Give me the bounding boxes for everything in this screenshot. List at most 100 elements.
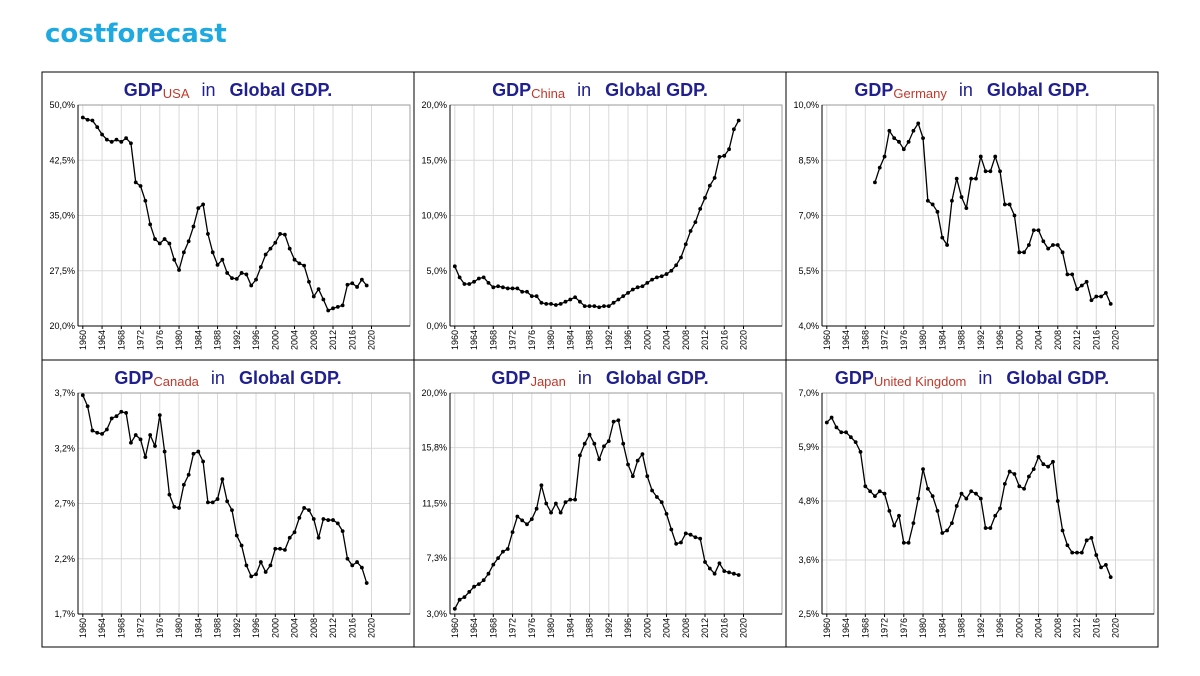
data-point <box>573 497 578 502</box>
data-point <box>558 302 563 306</box>
data-point <box>539 300 544 305</box>
data-point <box>302 506 307 510</box>
data-point <box>1051 459 1055 464</box>
x-tick-label: 2000 <box>642 618 652 638</box>
chart-panel: GDPGermany in Global GDP. 4,0% 5,5% 7,0% 8,5% 1… <box>793 80 1155 350</box>
data-point <box>181 250 186 255</box>
data-point <box>901 540 906 545</box>
data-point <box>988 169 993 174</box>
x-tick-label: 2004 <box>290 618 300 638</box>
data-point <box>1094 553 1099 557</box>
x-tick-label: 2008 <box>1053 330 1063 350</box>
data-point <box>481 275 486 280</box>
data-point <box>731 571 736 576</box>
x-tick-label: 2020 <box>367 618 377 638</box>
data-point <box>911 128 916 133</box>
x-tick-label: 1988 <box>585 330 595 350</box>
data-point <box>1046 464 1051 469</box>
data-point <box>630 287 635 292</box>
x-tick-label: 2008 <box>681 618 691 638</box>
data-point <box>616 297 621 302</box>
x-tick-label: 2012 <box>1072 330 1082 350</box>
data-point <box>167 241 172 246</box>
title-part: Global GDP. <box>987 80 1090 100</box>
data-point <box>345 282 350 287</box>
data-point <box>476 582 481 586</box>
data-point <box>727 570 731 575</box>
x-tick-label: 1976 <box>899 618 909 638</box>
data-point <box>335 521 340 526</box>
title-part: United Kingdom <box>874 374 967 389</box>
title-part: Canada <box>153 374 199 389</box>
data-point <box>930 494 935 499</box>
x-tick-label: 2008 <box>309 330 319 350</box>
data-point <box>993 154 998 159</box>
data-point <box>335 304 340 309</box>
data-point <box>940 531 945 535</box>
data-point <box>578 453 582 458</box>
data-point <box>839 430 844 435</box>
data-point <box>587 304 592 309</box>
data-point <box>148 222 153 227</box>
title-part: in <box>577 80 591 100</box>
data-point <box>925 198 930 203</box>
data-point <box>157 241 162 246</box>
data-point <box>1089 298 1094 303</box>
data-point <box>239 271 244 275</box>
data-point <box>921 136 925 141</box>
data-point <box>230 276 234 281</box>
data-point <box>978 154 983 159</box>
data-point <box>462 282 467 286</box>
data-point <box>1099 565 1103 570</box>
data-point <box>578 299 582 304</box>
data-point <box>611 419 616 424</box>
data-point <box>974 176 978 181</box>
x-tick-label: 1980 <box>918 618 928 638</box>
data-point <box>659 500 664 505</box>
data-point <box>282 232 287 237</box>
data-point <box>225 499 230 504</box>
data-point <box>215 497 220 501</box>
title-part: Global GDP. <box>605 80 708 100</box>
data-point <box>234 276 239 281</box>
y-tick-label: 3,6% <box>798 555 819 565</box>
data-point <box>606 304 611 309</box>
x-tick-label: 1976 <box>527 330 537 350</box>
x-tick-label: 1964 <box>841 618 851 638</box>
data-point <box>1103 562 1108 567</box>
data-point <box>457 597 462 602</box>
data-point <box>873 494 877 499</box>
data-point <box>877 165 882 170</box>
data-point <box>558 510 563 515</box>
data-point <box>311 294 316 299</box>
x-tick-label: 2016 <box>347 618 357 638</box>
x-tick-label: 1980 <box>918 330 928 350</box>
data-point <box>974 491 978 496</box>
data-point <box>114 137 119 142</box>
data-point <box>292 530 297 535</box>
data-point <box>707 566 712 571</box>
data-point <box>510 286 515 291</box>
data-point <box>196 206 201 211</box>
chart-title: GDPCanada in Global GDP. <box>114 368 341 389</box>
data-point <box>210 500 215 505</box>
data-point <box>1070 272 1075 277</box>
data-point <box>621 294 626 299</box>
y-tick-label: 7,0% <box>798 211 819 221</box>
data-point <box>186 239 191 244</box>
x-tick-label: 1968 <box>116 330 126 350</box>
x-tick-label: 1996 <box>251 330 261 350</box>
data-point <box>201 459 206 464</box>
data-point <box>90 118 95 123</box>
data-point <box>1031 467 1036 472</box>
data-point <box>1007 202 1012 207</box>
x-tick-label: 1992 <box>232 330 242 350</box>
data-point <box>1036 454 1041 459</box>
x-tick-label: 1964 <box>97 618 107 638</box>
data-point <box>249 574 254 579</box>
data-point <box>153 444 157 448</box>
x-tick-label: 1968 <box>488 618 498 638</box>
data-point <box>892 523 897 528</box>
data-point <box>1079 283 1084 288</box>
data-point <box>688 532 693 537</box>
